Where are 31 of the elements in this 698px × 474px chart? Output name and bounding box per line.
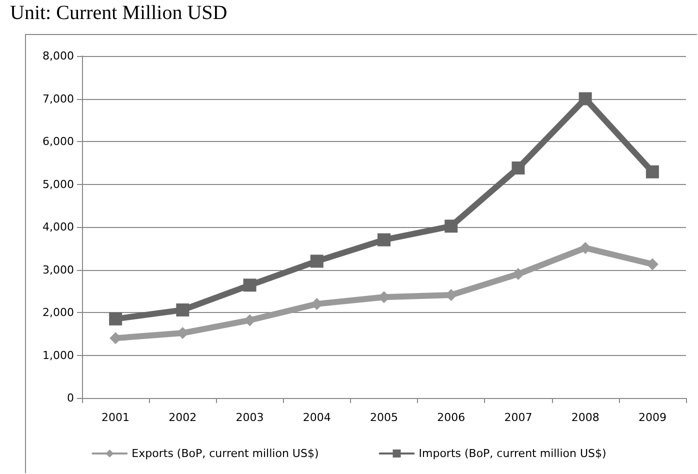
legend-label: Exports (BoP, current million US$): [132, 447, 319, 460]
legend-label: Imports (BoP, current million US$): [418, 447, 606, 460]
y-tick-label: 7,000: [42, 92, 74, 106]
point: [512, 162, 525, 175]
y-tick-label: 4,000: [42, 220, 74, 234]
x-tick-label: 2002: [168, 411, 197, 424]
x-tick-label: 2009: [638, 411, 666, 424]
y-tick-label: 6,000: [42, 135, 74, 148]
y-tick-label: 0: [67, 392, 74, 404]
x-tick-label: 2006: [437, 411, 466, 424]
y-tick-label: 8,000: [42, 50, 74, 62]
point: [444, 220, 458, 233]
y-tick-label: 3,000: [42, 263, 74, 276]
point: [109, 312, 122, 326]
x-tick-label: 2001: [102, 411, 130, 424]
y-tick-label: 2,000: [42, 306, 74, 319]
chart-title: Unit: Current Million USD: [10, 2, 228, 25]
y-tick-label: 5,000: [42, 178, 74, 191]
point: [378, 233, 390, 246]
x-tick-label: 2003: [236, 411, 264, 424]
x-tick-label: 2004: [302, 411, 331, 424]
point: [578, 92, 592, 106]
x-tick-label: 2008: [571, 411, 600, 424]
point: [176, 303, 190, 316]
y-tick-label: 1,000: [42, 348, 74, 362]
point: [310, 254, 324, 268]
x-tick-label: 2007: [504, 411, 532, 424]
point: [512, 268, 524, 280]
point: [646, 165, 659, 178]
x-tick-label: 2005: [370, 411, 398, 424]
point: [243, 278, 256, 292]
